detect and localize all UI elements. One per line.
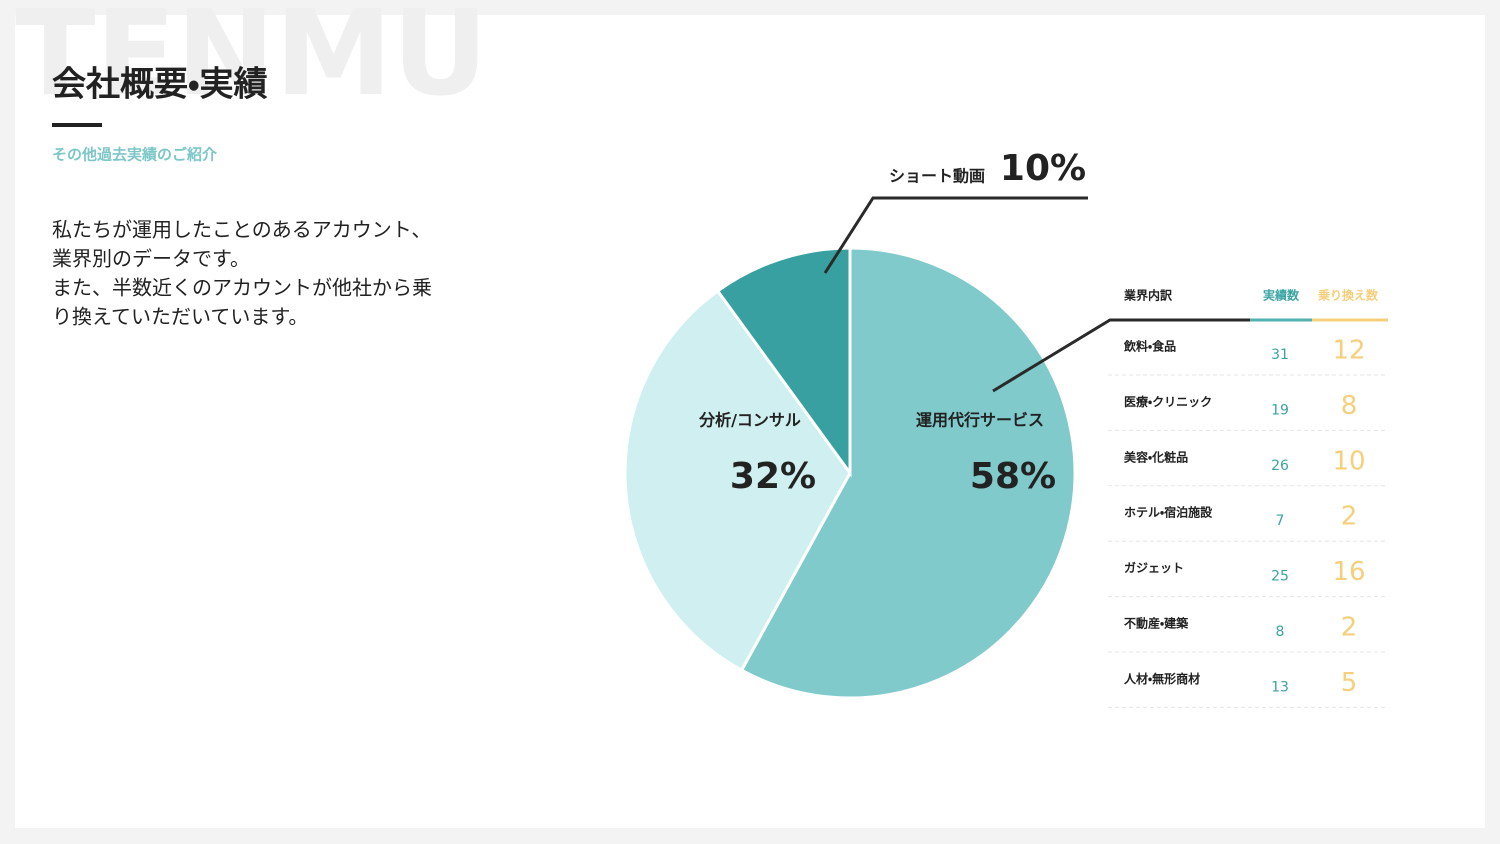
description: 私たちが運用したことのあるアカウント、業界別のデータです。また、半数近くのアカウ… [52, 218, 432, 329]
record-count: 8 [1276, 624, 1285, 640]
description-line: 業界別のデータです。 [52, 247, 250, 271]
record-count: 26 [1271, 458, 1289, 474]
leader-line [992, 318, 1250, 393]
industry-name: 飲料・食品 [1123, 339, 1176, 354]
industry-name: 医療・クリニック [1124, 394, 1212, 409]
switch-count: 16 [1332, 557, 1365, 587]
switch-count: 5 [1341, 668, 1358, 698]
table-header: 乗り換え数 [1318, 288, 1379, 303]
pie-slice [739, 246, 1077, 700]
record-count: 7 [1276, 513, 1285, 529]
pie-slice [623, 288, 852, 673]
switch-count: 2 [1341, 502, 1358, 532]
record-count: 19 [1271, 402, 1289, 418]
subtitle: その他過去実績のご紹介 [52, 146, 217, 164]
industry-name: ホテル・宿泊施設 [1124, 505, 1213, 520]
switch-count: 12 [1332, 336, 1365, 366]
slice-value-label: 32% [730, 456, 816, 497]
leader-line [823, 196, 1088, 274]
switch-count: 2 [1341, 613, 1358, 643]
slice-label: 運用代行サービス [916, 411, 1044, 430]
record-count: 25 [1271, 569, 1289, 585]
description-line: り換えていただいています。 [52, 305, 308, 329]
industry-name: ガジェット [1124, 560, 1184, 575]
slice-label: 分析/コンサル [698, 411, 801, 430]
slice-value-label: 10% [1000, 148, 1086, 189]
slice-label: ショート動画 [889, 167, 985, 186]
table-header: 実績数 [1263, 288, 1300, 303]
slice-value-label: 58% [970, 456, 1056, 497]
description-line: また、半数近くのアカウントが他社から乗 [52, 276, 432, 300]
title: 会社概要・実績 [52, 65, 268, 105]
switch-count: 8 [1341, 391, 1358, 421]
industry-name: 人材・無形商材 [1123, 671, 1200, 686]
switch-count: 10 [1332, 446, 1365, 476]
industry-name: 不動産・建築 [1124, 616, 1189, 631]
table-header: 業界内訳 [1123, 288, 1173, 303]
title-rule [52, 123, 102, 127]
industry-name: 美容・化粧品 [1123, 449, 1188, 464]
watermark: TENMU [15, 0, 488, 122]
record-count: 13 [1271, 679, 1289, 695]
description-line: 私たちが運用したことのあるアカウント、 [52, 218, 431, 242]
record-count: 31 [1271, 347, 1289, 363]
leader-lines [823, 196, 1250, 393]
